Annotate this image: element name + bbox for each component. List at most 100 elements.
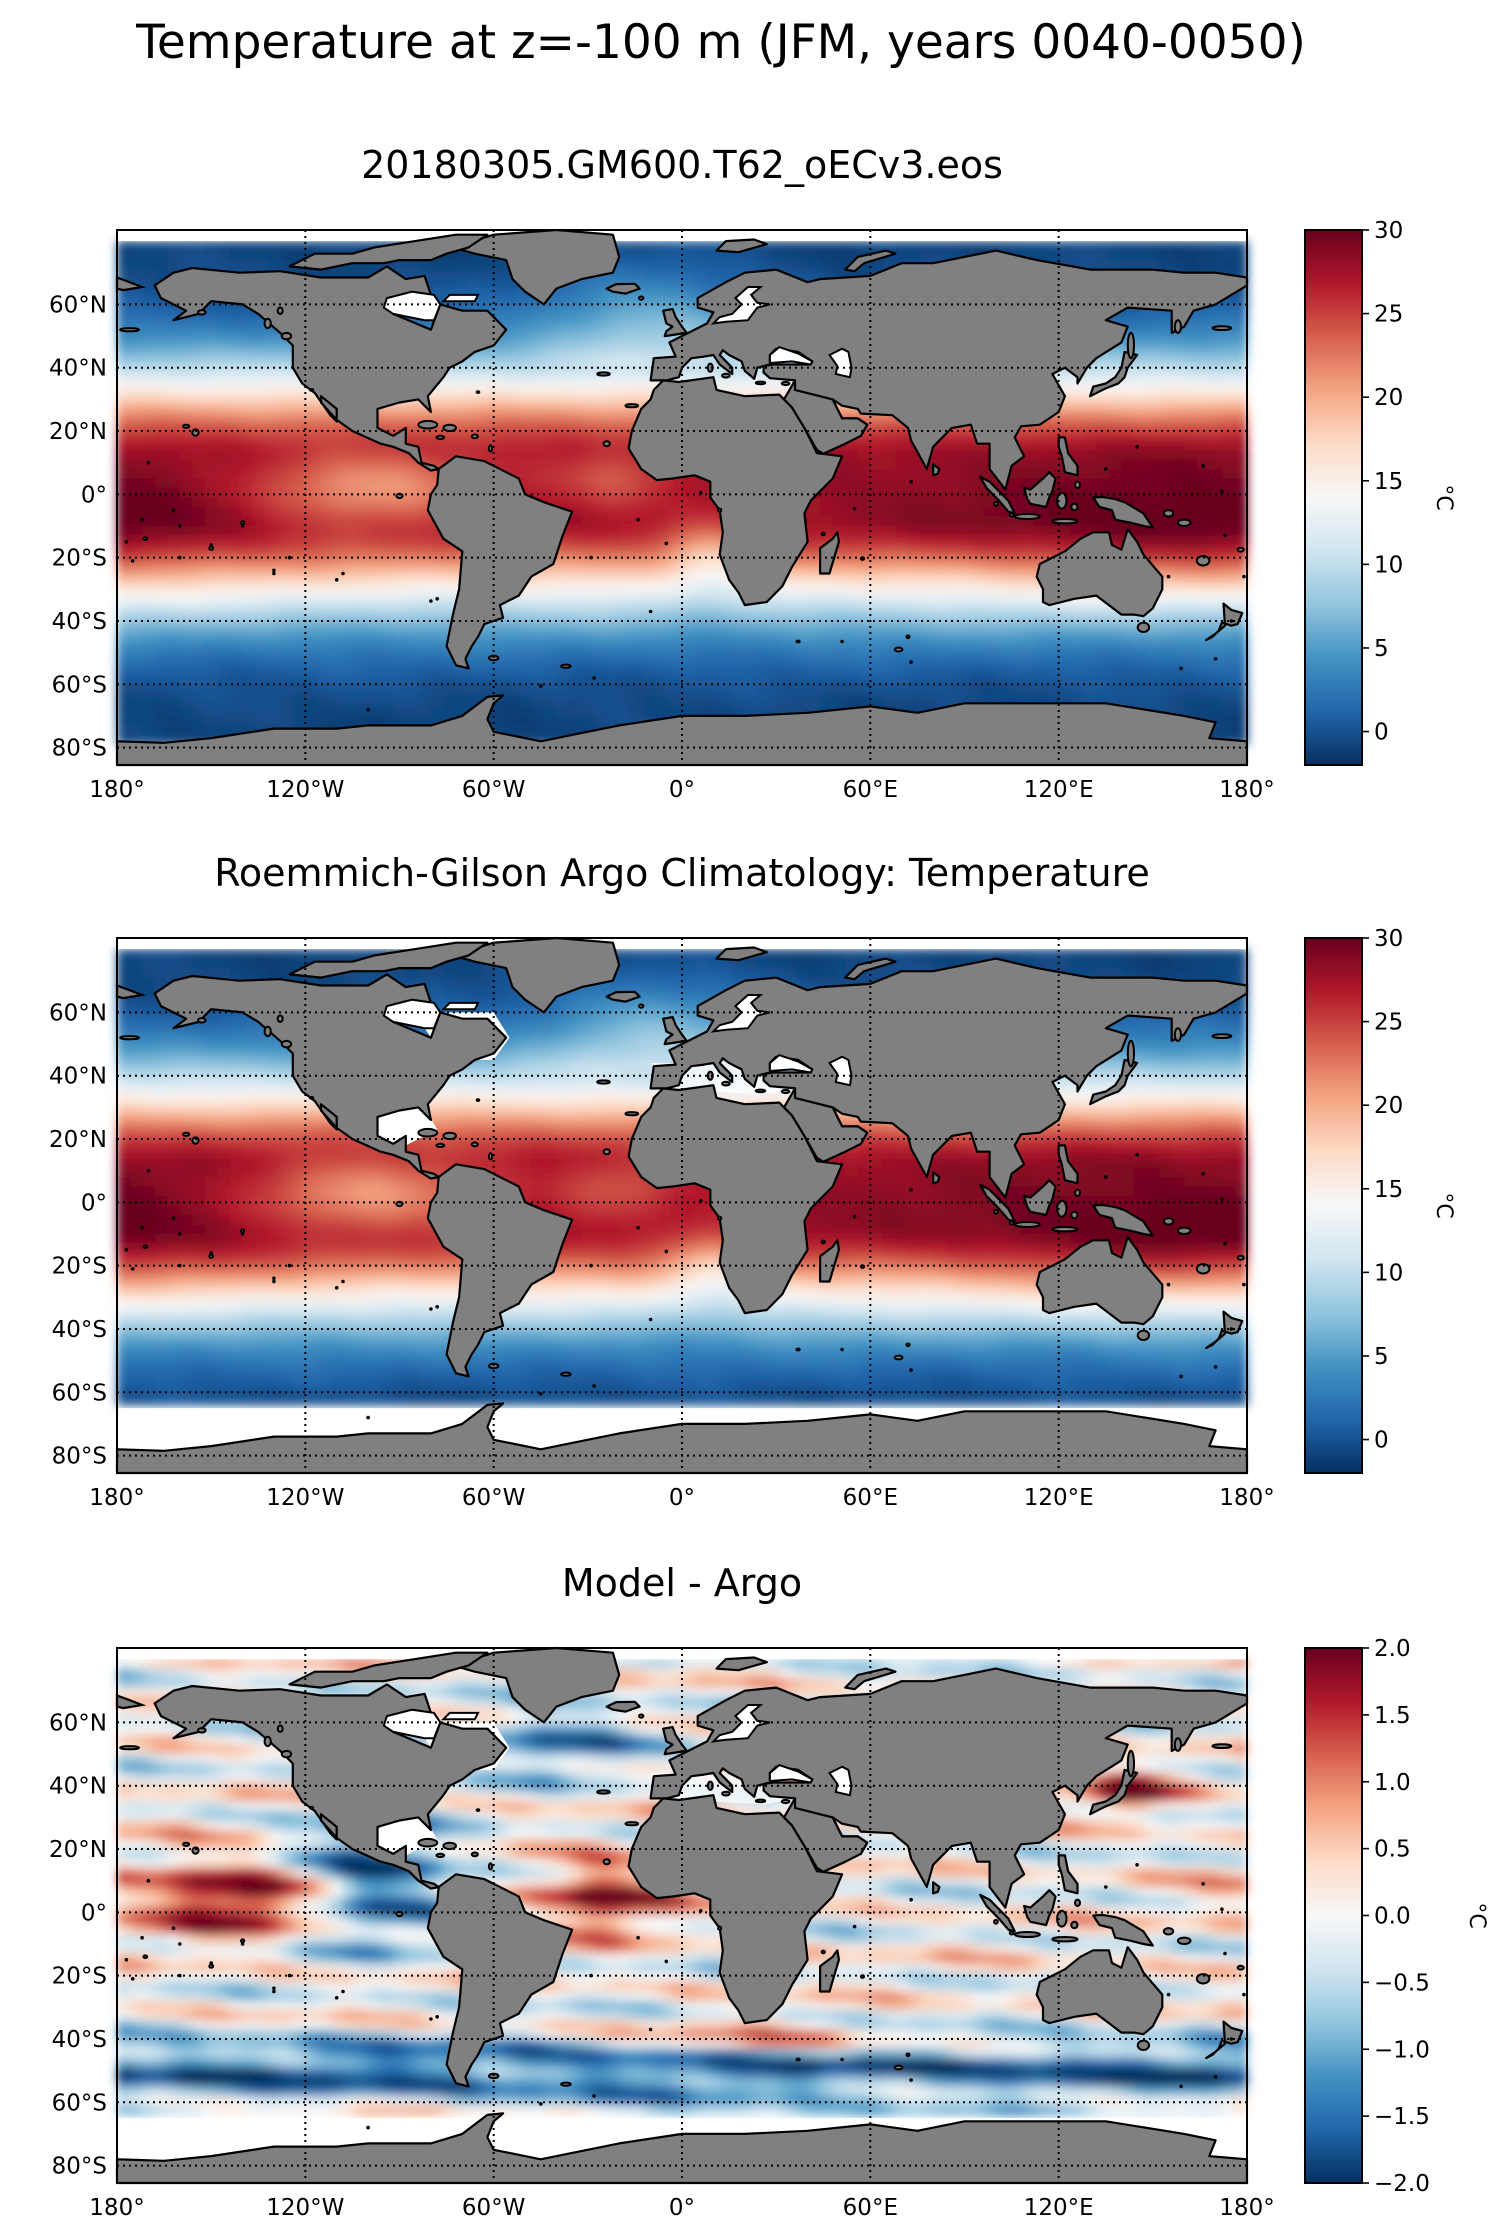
field-cell xyxy=(230,715,244,726)
field-cell xyxy=(895,440,909,451)
field-cell xyxy=(656,545,671,556)
field-cell xyxy=(1071,621,1085,632)
field-cell xyxy=(1146,497,1160,508)
field-cell xyxy=(1234,573,1248,584)
field-cell xyxy=(694,497,708,508)
field-cell xyxy=(506,706,520,717)
field-cell xyxy=(267,715,281,726)
field-cell xyxy=(317,478,332,489)
field-cell xyxy=(556,412,570,423)
field-cell xyxy=(1159,687,1173,698)
field-cell xyxy=(619,431,633,442)
field-cell xyxy=(958,564,972,575)
field-cell xyxy=(1058,469,1072,480)
field-cell xyxy=(970,602,984,613)
field-cell xyxy=(217,677,231,688)
field-cell xyxy=(230,355,244,366)
field-cell xyxy=(305,564,319,575)
field-cell xyxy=(619,554,633,565)
field-cell xyxy=(531,677,545,688)
field-cell xyxy=(920,668,934,679)
field-cell xyxy=(719,355,733,366)
field-cell xyxy=(167,326,181,337)
field-cell xyxy=(581,497,595,508)
field-cell xyxy=(343,488,357,499)
field-cell xyxy=(782,592,796,603)
field-cell xyxy=(757,658,771,669)
field-cell xyxy=(117,421,131,432)
field-cell xyxy=(882,450,897,461)
field-cell xyxy=(305,621,319,632)
field-cell xyxy=(845,554,859,565)
field-cell xyxy=(1159,317,1173,328)
field-cell xyxy=(1146,317,1160,328)
field-cell xyxy=(129,307,143,318)
field-cell xyxy=(1008,611,1022,622)
field-cell xyxy=(167,545,181,556)
field-cell xyxy=(380,640,394,651)
field-cell xyxy=(192,535,206,546)
field-cell xyxy=(506,412,520,423)
field-cell xyxy=(1196,497,1210,508)
field-cell xyxy=(142,649,156,660)
island xyxy=(624,403,640,409)
field-cell xyxy=(920,649,934,660)
field-cell xyxy=(531,374,545,385)
field-cell xyxy=(845,649,859,660)
field-cell xyxy=(908,250,922,261)
field-cell xyxy=(920,535,934,546)
field-cell xyxy=(656,478,671,489)
field-cell xyxy=(217,260,231,271)
field-cell xyxy=(682,241,696,252)
field-cell xyxy=(1021,241,1035,252)
field-cell xyxy=(1184,488,1198,499)
field-cell xyxy=(606,630,620,641)
field-cell xyxy=(129,364,143,375)
field-cell xyxy=(682,507,696,518)
field-cell xyxy=(569,687,583,698)
field-cell xyxy=(518,288,532,299)
field-cell xyxy=(1083,421,1097,432)
field-cell xyxy=(581,573,595,584)
field-cell xyxy=(142,269,156,280)
field-cell xyxy=(430,412,445,423)
field-cell xyxy=(958,621,972,632)
field-cell xyxy=(543,478,558,489)
field-cell xyxy=(606,345,620,356)
field-cell xyxy=(317,573,332,584)
field-cell xyxy=(556,649,570,660)
field-cell xyxy=(694,545,708,556)
field-cell xyxy=(619,526,633,537)
field-cell xyxy=(594,592,608,603)
field-cell xyxy=(154,440,168,451)
field-cell xyxy=(694,269,708,280)
field-cell xyxy=(995,640,1010,651)
field-cell xyxy=(242,421,256,432)
field-cell xyxy=(255,592,269,603)
field-cell xyxy=(343,611,357,622)
field-cell xyxy=(1159,345,1173,356)
field-cell xyxy=(1184,573,1198,584)
field-cell xyxy=(117,949,131,960)
field-cell xyxy=(820,488,834,499)
field-cell xyxy=(317,630,332,641)
field-cell xyxy=(1209,412,1223,423)
field-cell xyxy=(933,469,947,480)
field-cell xyxy=(656,592,671,603)
island xyxy=(417,419,439,430)
field-cell xyxy=(230,668,244,679)
small-island xyxy=(334,578,339,582)
field-cell xyxy=(769,250,784,261)
field-cell xyxy=(1058,658,1072,669)
field-cell xyxy=(456,677,470,688)
field-cell xyxy=(518,658,532,669)
field-cell xyxy=(744,658,758,669)
field-cell xyxy=(845,658,859,669)
field-cell xyxy=(1146,250,1160,261)
field-cell xyxy=(556,602,570,613)
field-cell xyxy=(1159,402,1173,413)
field-cell xyxy=(481,640,495,651)
field-cell xyxy=(619,583,633,594)
field-cell xyxy=(167,564,181,575)
field-cell xyxy=(832,602,846,613)
